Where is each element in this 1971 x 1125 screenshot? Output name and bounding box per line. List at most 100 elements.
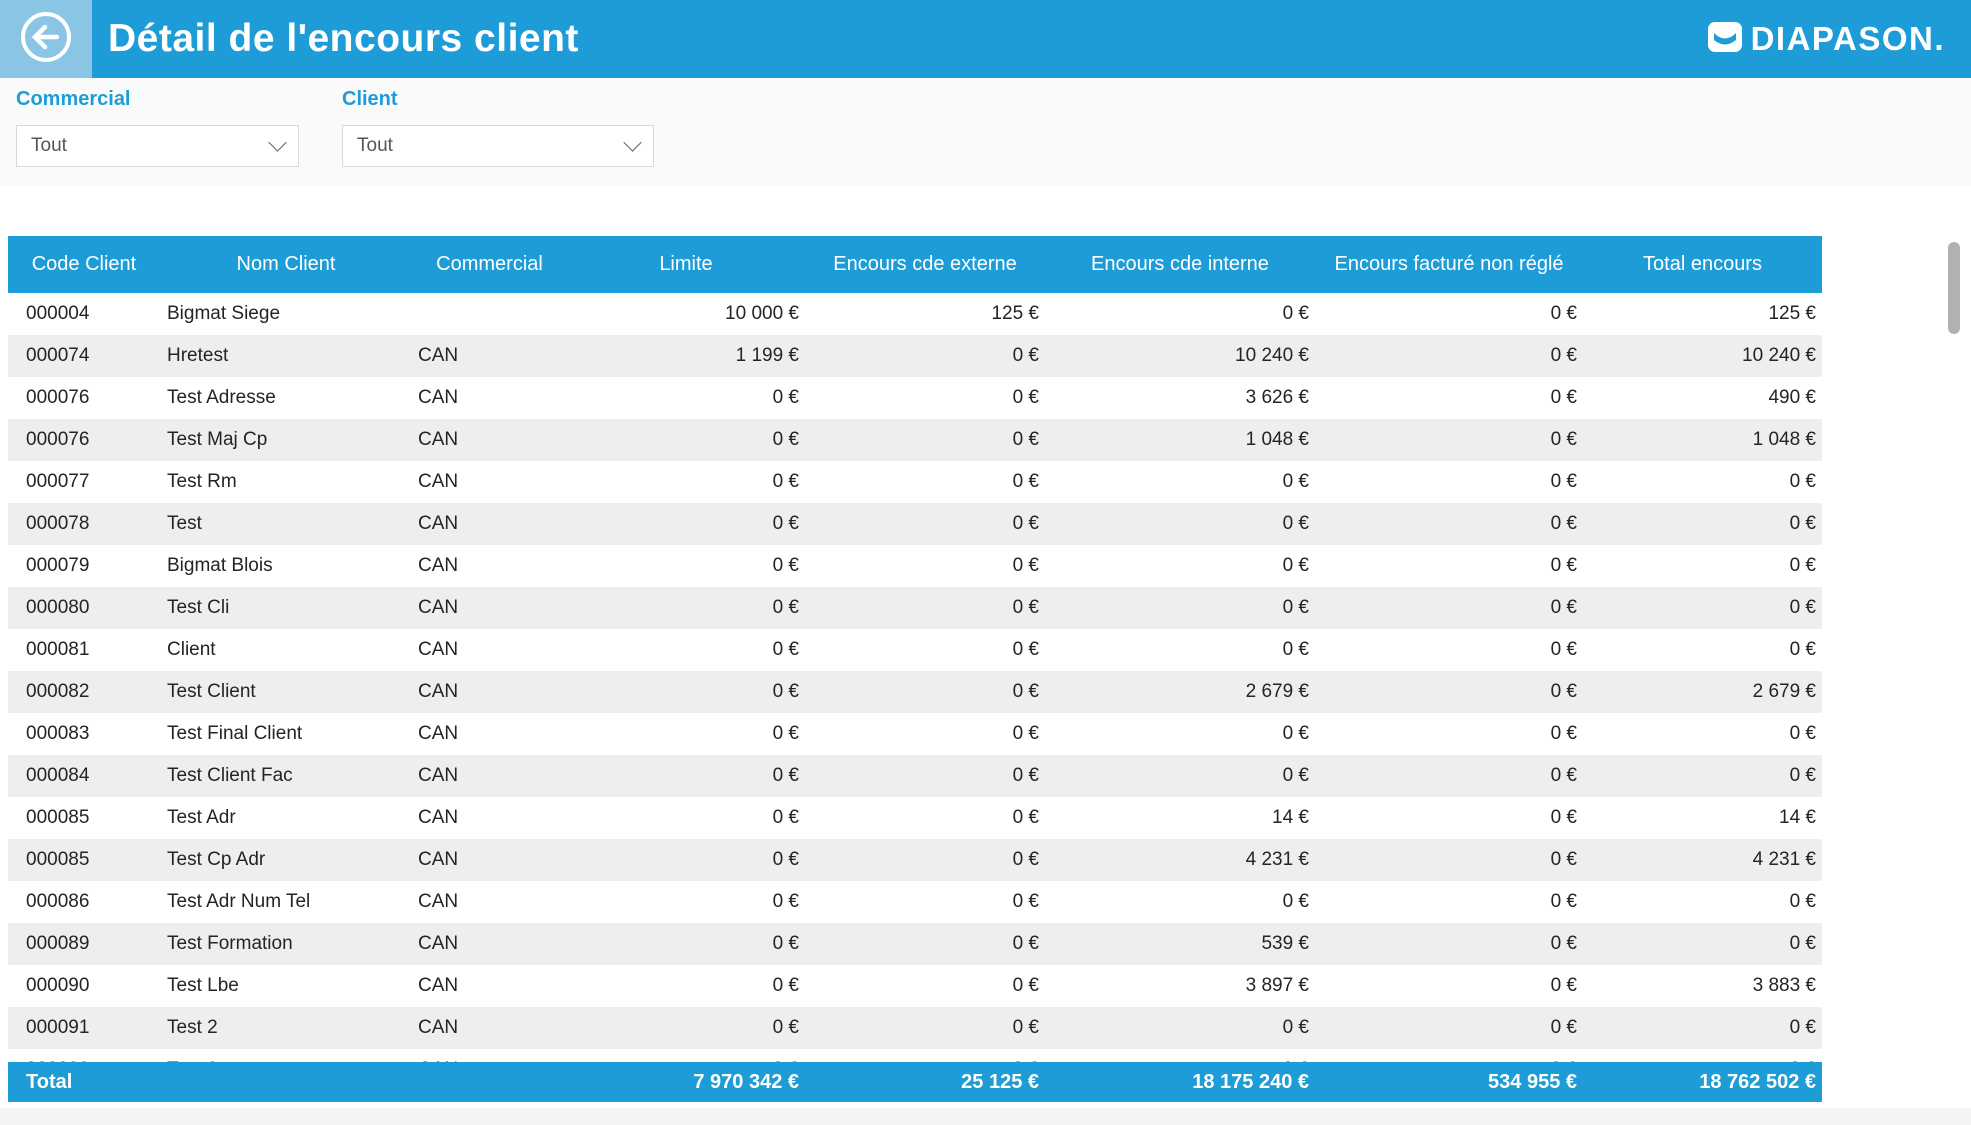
table-row[interactable]: 000084 Test Client Fac CAN 0 € 0 € 0 € 0 € 0 € [8, 755, 1822, 797]
table-row[interactable]: 000085 Test Adr CAN 0 € 0 € 14 € 0 € 14 € [8, 797, 1822, 839]
table-cell: 0 € [772, 849, 799, 870]
table-cell: 0 € [1012, 765, 1039, 786]
table-cell: 0 € [1045, 1059, 1315, 1062]
table-cell: CAN [418, 723, 459, 744]
table-cell: 000076 [26, 387, 90, 408]
bottom-strip [0, 1108, 1971, 1125]
table-cell: Hretest [167, 345, 229, 366]
table-cell: Test Final Client [167, 723, 303, 744]
back-button[interactable] [0, 0, 92, 78]
total-value: 534 955 € [1488, 1070, 1577, 1093]
column-header-0[interactable]: Code Client [31, 253, 137, 275]
column-header-2[interactable]: Commercial [436, 253, 543, 275]
table-row[interactable]: 000078 Test CAN 0 € 0 € 0 € 0 € 0 € [8, 503, 1822, 545]
table-row[interactable]: 000085 Test Cp Adr CAN 0 € 0 € 4 231 € 0 € 4 23… [8, 839, 1822, 881]
table-row[interactable]: 000079 Bigmat Blois CAN 0 € 0 € 0 € 0 € 0 € [8, 545, 1822, 587]
table-row[interactable]: 000083 Test Final Client CAN 0 € 0 € 0 € 0 € 0 … [8, 713, 1822, 755]
table-cell: 0 € [1012, 513, 1039, 534]
table-cell: 0 € [1789, 597, 1816, 618]
table-row[interactable]: 000080 Test Cli CAN 0 € 0 € 0 € 0 € 0 € [8, 587, 1822, 629]
table-cell: 2 679 € [1245, 681, 1309, 702]
table-cell: 1 048 € [1245, 429, 1309, 450]
table-cell: 0 € [1550, 387, 1577, 408]
table-cell: 0 € [1789, 513, 1816, 534]
table-row[interactable]: 000086 Test Adr Num Tel CAN 0 € 0 € 0 € 0 € 0 € [8, 881, 1822, 923]
table-cell: 3 897 € [1245, 975, 1309, 996]
table-cell: CAN [418, 597, 459, 618]
table-cell: 0 € [1789, 639, 1816, 660]
table-cell: 0 € [1789, 765, 1816, 786]
column-header-6[interactable]: Encours facturé non réglé [1334, 253, 1564, 275]
filter-client: Client Tout [342, 88, 654, 167]
vertical-scrollbar-thumb[interactable] [1948, 242, 1960, 334]
table-cell: Test Maj Cp [167, 429, 268, 450]
table-cell: 000081 [26, 639, 90, 660]
table-cell: 000092 [8, 1059, 160, 1062]
table-cell: 3 626 € [1245, 387, 1309, 408]
table-cell: Test Adresse [167, 387, 276, 408]
table-cell: 0 € [1550, 681, 1577, 702]
table-cell: 0 € [1012, 975, 1039, 996]
table-cell: 0 € [1282, 555, 1309, 576]
table-row[interactable]: 000004 Bigmat Siege 10 000 € 125 € 0 € 0 € 125… [8, 293, 1822, 335]
table-cell: 14 € [1272, 807, 1309, 828]
table-cell: Test 2 [167, 1017, 218, 1038]
table-row[interactable]: 000076 Test Adresse CAN 0 € 0 € 3 626 € 0 € 490… [8, 377, 1822, 419]
table-row[interactable]: 000074 Hretest CAN 1 199 € 0 € 10 240 € 0 € 10 … [8, 335, 1822, 377]
table-row[interactable]: 000089 Test Formation CAN 0 € 0 € 539 € 0 € 0 € [8, 923, 1822, 965]
top-bar: Détail de l'encours client DIAPASON. [0, 0, 1971, 78]
table-cell: 0 € [1550, 975, 1577, 996]
commercial-dropdown[interactable]: Tout [16, 125, 299, 167]
table-cell: CAN [418, 849, 459, 870]
chevron-down-icon [268, 133, 287, 152]
table-cell: 000082 [26, 681, 90, 702]
table-cell: 0 € [772, 1017, 799, 1038]
table-cell: 0 € [772, 723, 799, 744]
table-cell: Test Adr Num Tel [167, 891, 311, 912]
table-cell: CAN [418, 975, 459, 996]
diapason-logo-icon [1707, 21, 1743, 58]
table-cell: 000080 [26, 597, 90, 618]
table-cell: 0 € [1012, 639, 1039, 660]
table-row[interactable]: 000076 Test Maj Cp CAN 0 € 0 € 1 048 € 0 € 1 04… [8, 419, 1822, 461]
total-value: 25 125 € [961, 1070, 1039, 1093]
column-header-7[interactable]: Total encours [1643, 253, 1762, 275]
client-dropdown[interactable]: Tout [342, 125, 654, 167]
table-row[interactable]: 000082 Test Client CAN 0 € 0 € 2 679 € 0 € 2 67… [8, 671, 1822, 713]
column-header-4[interactable]: Encours cde externe [833, 253, 1017, 275]
table-cell: 2 679 € [1752, 681, 1816, 702]
table-cell: 10 240 € [1235, 345, 1309, 366]
table-cell: 000085 [26, 849, 90, 870]
column-header-1[interactable]: Nom Client [236, 253, 336, 275]
column-header-5[interactable]: Encours cde interne [1091, 253, 1269, 275]
diapason-logo: DIAPASON. [1707, 0, 1945, 78]
table-cell: CAN [418, 765, 459, 786]
encours-table: Code Client Nom Client Commercial Limite Enc… [8, 236, 1822, 1102]
table-row[interactable]: 000090 Test Lbe CAN 0 € 0 € 3 897 € 0 € 3 883 € [8, 965, 1822, 1007]
table-cell: 000083 [26, 723, 90, 744]
table-cell: Test Cli [167, 597, 230, 618]
table-row[interactable]: 000077 Test Rm CAN 0 € 0 € 0 € 0 € 0 € [8, 461, 1822, 503]
table-cell: Bigmat Siege [167, 303, 281, 324]
table-cell: Test 3 [160, 1059, 412, 1062]
table-total-row: Total 7 970 342 € 25 125 € 18 175 240 € 534 … [8, 1062, 1822, 1102]
table-cell: 000086 [26, 891, 90, 912]
table-row[interactable]: 000091 Test 2 CAN 0 € 0 € 0 € 0 € 0 € [8, 1007, 1822, 1049]
table-row[interactable]: 000081 Client CAN 0 € 0 € 0 € 0 € 0 € [8, 629, 1822, 671]
column-header-3[interactable]: Limite [659, 253, 713, 275]
table-cell: 0 € [1550, 1017, 1577, 1038]
table-cell: 0 € [1282, 1017, 1309, 1038]
table-cell: Test Cp Adr [167, 849, 266, 870]
total-value: 18 175 240 € [1192, 1070, 1309, 1093]
table-cell: 0 € [1550, 429, 1577, 450]
client-dropdown-value: Tout [357, 135, 393, 156]
table-cell: 0 € [1789, 555, 1816, 576]
table-cell: 000089 [26, 933, 90, 954]
table-row[interactable]: 000092Test 3CAN0 €0 €0 €0 €0 € [8, 1049, 1822, 1062]
table-cell: 0 € [1550, 345, 1577, 366]
table-cell: 0 € [1789, 891, 1816, 912]
table-cell: 0 € [1282, 513, 1309, 534]
filter-bar: Commercial Tout Client Tout [0, 78, 1971, 186]
commercial-dropdown-value: Tout [31, 135, 67, 156]
table-cell: 0 € [1012, 429, 1039, 450]
